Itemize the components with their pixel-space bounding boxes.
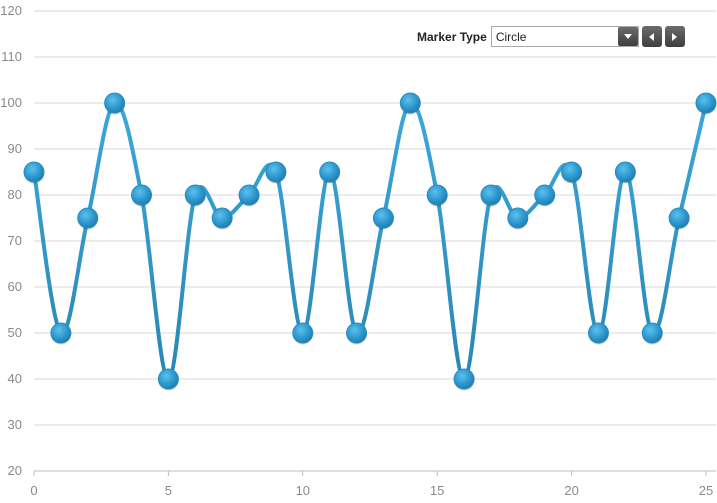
markers: [23, 92, 717, 391]
data-point-marker[interactable]: [561, 161, 583, 183]
marker-type-value: Circle: [495, 29, 527, 44]
data-point-marker[interactable]: [480, 184, 502, 206]
data-point-marker[interactable]: [238, 184, 260, 206]
data-point-marker[interactable]: [265, 161, 287, 183]
marker-type-select[interactable]: Circle: [490, 26, 639, 47]
previous-button[interactable]: [641, 26, 662, 47]
data-point-marker[interactable]: [50, 322, 72, 344]
data-point-marker[interactable]: [372, 207, 394, 229]
arrow-left-icon: [649, 32, 655, 41]
data-point-marker[interactable]: [292, 322, 314, 344]
data-point-marker[interactable]: [319, 161, 341, 183]
data-point-marker[interactable]: [157, 368, 179, 390]
y-tick-label: 50: [8, 325, 22, 340]
marker-type-control: Marker Type Circle: [417, 25, 685, 48]
data-point-marker[interactable]: [23, 161, 45, 183]
y-tick-label: 110: [1, 49, 22, 64]
data-point-marker[interactable]: [695, 92, 717, 114]
data-point-marker[interactable]: [399, 92, 421, 114]
data-point-marker[interactable]: [534, 184, 556, 206]
data-point-marker[interactable]: [77, 207, 99, 229]
data-point-marker[interactable]: [453, 368, 475, 390]
chevron-down-icon: [623, 34, 632, 39]
marker-type-label: Marker Type: [417, 29, 487, 44]
y-tick-label: 60: [8, 279, 22, 294]
dropdown-button[interactable]: [617, 27, 638, 46]
data-point-marker[interactable]: [426, 184, 448, 206]
y-tick-label: 90: [8, 141, 22, 156]
y-tick-label: 30: [8, 417, 22, 432]
x-tick-label: 0: [30, 483, 37, 498]
x-tick-label: 20: [564, 483, 578, 498]
data-point-marker[interactable]: [346, 322, 368, 344]
data-point-marker[interactable]: [587, 322, 609, 344]
y-tick-label: 100: [0, 95, 22, 110]
y-tick-label: 20: [8, 463, 22, 478]
arrow-right-icon: [672, 32, 678, 41]
data-point-marker[interactable]: [641, 322, 663, 344]
x-tick-label: 25: [699, 483, 713, 498]
y-tick-label: 80: [8, 187, 22, 202]
x-tick-label: 10: [296, 483, 310, 498]
data-point-marker[interactable]: [184, 184, 206, 206]
data-point-marker[interactable]: [211, 207, 233, 229]
y-tick-label: 120: [0, 3, 22, 18]
data-point-marker[interactable]: [131, 184, 153, 206]
x-tick-label: 5: [165, 483, 172, 498]
x-tick-label: 15: [430, 483, 444, 498]
data-point-marker[interactable]: [614, 161, 636, 183]
y-tick-label: 70: [8, 233, 22, 248]
next-button[interactable]: [664, 26, 685, 47]
axes: 20 30 40 50 60 70 80 90 100 110 120 0 5 10 15 20 25: [0, 3, 713, 498]
y-tick-label: 40: [8, 371, 22, 386]
data-point-marker[interactable]: [668, 207, 690, 229]
data-point-marker[interactable]: [104, 92, 126, 114]
data-point-marker[interactable]: [507, 207, 529, 229]
